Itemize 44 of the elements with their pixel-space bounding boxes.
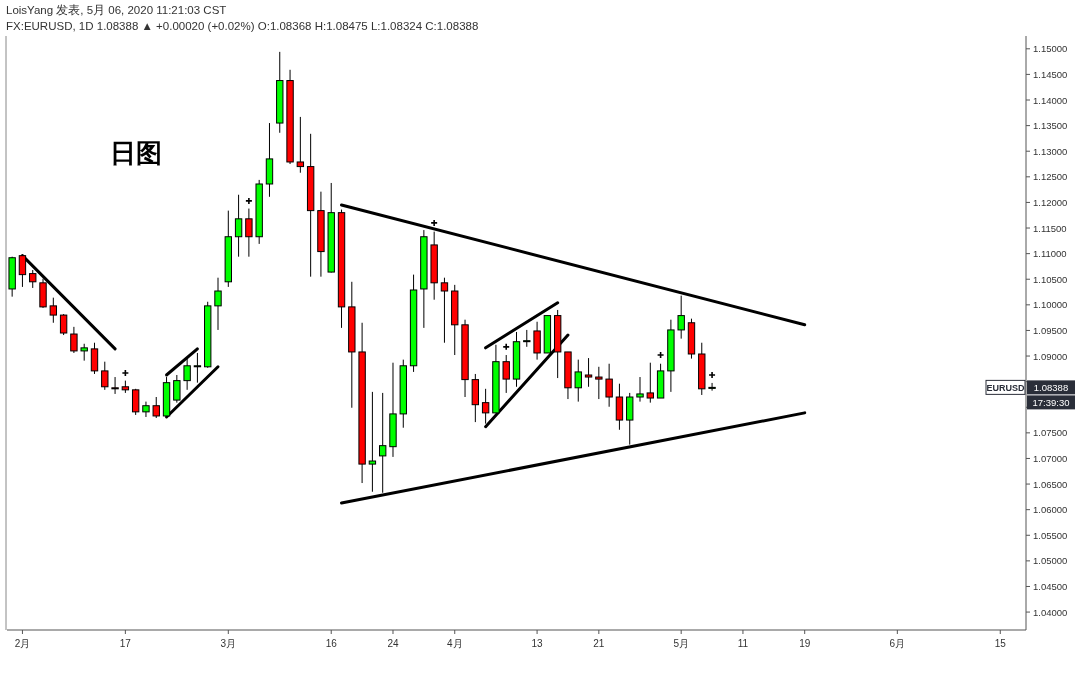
y-tick-label: 1.13000 — [1033, 145, 1068, 157]
y-tick-label: 1.07500 — [1033, 427, 1068, 439]
y-tick-label: 1.05500 — [1033, 529, 1068, 541]
y-tick-label: 1.06500 — [1033, 478, 1068, 490]
x-tick-label: 15 — [994, 638, 1007, 649]
chart-subtitle: FX:EURUSD, 1D 1.08388 ▲ +0.00020 (+0.02%) O:1.08368 H:1.08475 L:1.08324 C:1.08388 — [6, 20, 479, 32]
y-tick-label: 1.12500 — [1033, 171, 1068, 183]
point — [502, 343, 511, 351]
chart-title: LoisYang 发表, 5月 06, 2020 11:21:03 CST — [6, 4, 227, 16]
x-tick-label: 6月 — [889, 638, 906, 649]
x-tick-label: 11 — [737, 638, 749, 649]
y-tick-label: 1.15000 — [1033, 43, 1068, 55]
y-tick-label: 1.10000 — [1033, 299, 1068, 311]
annotation: EURUSD — [986, 382, 1025, 393]
text: 17:39:30 — [1032, 396, 1070, 408]
y-tick-label: 1.05000 — [1033, 555, 1068, 567]
y-tick-label: 1.11000 — [1033, 248, 1067, 260]
y-tick-label: 1.06000 — [1033, 504, 1068, 516]
y-tick-label: 1.14000 — [1033, 94, 1068, 106]
x-tick-label: 5月 — [673, 638, 689, 649]
y-tick-label: 1.07000 — [1033, 452, 1068, 464]
point — [430, 219, 438, 227]
x-tick-label: 17 — [119, 638, 132, 649]
y-tick-label: 1.10500 — [1033, 273, 1068, 285]
point — [708, 371, 716, 379]
x-tick-label: 3月 — [220, 638, 237, 649]
annotation: 日图 — [110, 138, 162, 168]
y-tick-label: 1.14500 — [1033, 68, 1068, 80]
x-tick-label: 4月 — [446, 638, 463, 649]
y-tick-label: 1.09000 — [1033, 350, 1068, 362]
x-tick-label: 21 — [593, 638, 605, 649]
x-tick-label: 16 — [325, 638, 338, 649]
y-tick-label: 1.13500 — [1033, 120, 1068, 132]
x-tick-label: 19 — [799, 638, 811, 649]
x-tick-label: 13 — [531, 638, 544, 649]
y-tick-label: 1.12000 — [1033, 196, 1068, 208]
text: 1.08388 — [1033, 381, 1069, 393]
y-tick-label: 1.09500 — [1033, 324, 1068, 336]
y-tick-label: 1.04000 — [1033, 606, 1068, 618]
y-tick-label: 1.11500 — [1033, 222, 1067, 234]
point — [245, 197, 253, 205]
x-tick-label: 24 — [387, 638, 399, 649]
x-tick-label: 2月 — [14, 638, 31, 649]
y-tick-label: 1.04500 — [1033, 580, 1068, 592]
